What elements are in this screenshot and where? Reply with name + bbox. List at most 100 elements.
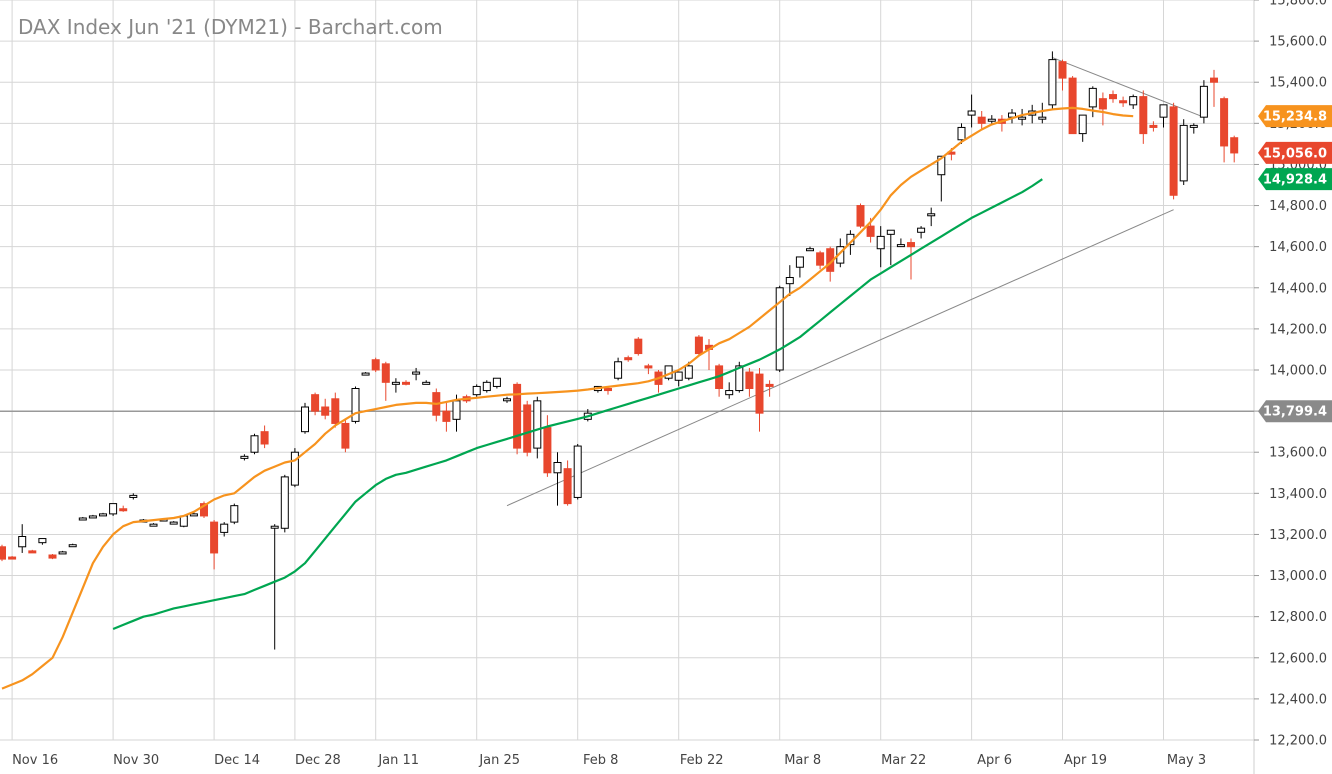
candle <box>755 367 764 432</box>
candle-body <box>452 400 461 420</box>
y-tick-label: 13,600.0 <box>1269 446 1327 461</box>
candle-body <box>472 385 481 396</box>
candle <box>634 337 643 356</box>
candle-body <box>735 365 744 392</box>
candle <box>563 460 572 506</box>
trendline <box>506 209 1174 507</box>
candle <box>997 115 1006 132</box>
candle-body <box>351 388 360 422</box>
candle <box>68 543 77 548</box>
chart-title: DAX Index Jun '21 (DYM21) - Barchart.com <box>18 15 443 39</box>
candle-body <box>513 383 522 449</box>
trendlines <box>506 57 1205 507</box>
candle <box>896 238 905 248</box>
sma-fast-line <box>1 106 1134 690</box>
y-tick-label: 12,600.0 <box>1269 651 1327 666</box>
candle <box>412 367 421 381</box>
candle <box>38 538 47 545</box>
candle-body <box>967 110 976 116</box>
candle-body <box>1098 98 1107 110</box>
candle <box>705 339 713 370</box>
candle <box>876 226 885 268</box>
candle-body <box>644 365 653 369</box>
candle <box>1018 108 1027 126</box>
x-tick-label: May 3 <box>1167 753 1206 768</box>
candle-body <box>886 229 895 235</box>
candle-body <box>1169 106 1178 196</box>
candle-body <box>775 287 784 371</box>
x-tick-label: Mar 22 <box>881 753 926 768</box>
x-tick-label: Feb 8 <box>583 753 618 768</box>
candle-body <box>1129 96 1138 106</box>
x-tick-label: Nov 30 <box>113 753 159 768</box>
candle <box>1129 94 1138 109</box>
candle <box>1179 119 1188 185</box>
candle <box>1098 92 1107 126</box>
candle-body <box>785 277 794 285</box>
candle-body <box>614 361 623 379</box>
sma-slow-line <box>112 178 1043 631</box>
candle <box>58 550 67 555</box>
candle-body <box>250 435 259 453</box>
candle-body <box>523 404 532 453</box>
candle-body <box>987 118 996 122</box>
candle <box>0 544 6 562</box>
y-tick-label: 13,400.0 <box>1269 487 1327 502</box>
price-tag-label: 15,234.8 <box>1263 110 1327 125</box>
candle-body <box>260 431 269 445</box>
candle <box>321 398 330 420</box>
candle-body <box>0 546 6 560</box>
candle <box>129 493 138 500</box>
candle <box>361 372 370 376</box>
candle-body <box>371 359 380 371</box>
candle <box>442 402 451 432</box>
candle <box>301 402 309 434</box>
candle-body <box>553 462 562 474</box>
candle-body <box>533 400 542 449</box>
candle-body <box>230 505 239 523</box>
price-tag-shape <box>1258 105 1332 128</box>
candle-body <box>88 515 97 519</box>
candle-body <box>78 517 87 521</box>
y-tick-label: 14,400.0 <box>1269 281 1327 296</box>
x-tick-label: Jan 25 <box>478 753 520 768</box>
candle <box>886 229 895 266</box>
candle-body <box>58 551 67 555</box>
candle-body <box>1189 124 1198 128</box>
candle-body <box>1199 85 1208 118</box>
candle <box>1199 80 1208 124</box>
price-tag: 15,056.0 <box>1258 141 1332 164</box>
candle-body <box>68 544 77 548</box>
candle <box>1189 123 1198 134</box>
candle-body <box>907 242 915 248</box>
candle <box>806 246 814 252</box>
candle-body <box>422 381 431 385</box>
candle-body <box>8 556 17 560</box>
candle-body <box>957 126 966 141</box>
candle <box>917 226 926 239</box>
price-tag-label: 14,928.4 <box>1263 173 1327 188</box>
candle-body <box>109 503 118 515</box>
candle <box>1078 114 1087 142</box>
candle-body <box>331 398 340 424</box>
y-tick-label: 12,400.0 <box>1269 692 1327 707</box>
candle <box>927 207 936 227</box>
y-tick-label: 15,400.0 <box>1269 76 1327 91</box>
candle-body <box>341 422 350 449</box>
grid <box>0 0 1255 774</box>
candle <box>210 520 219 570</box>
candle-body <box>816 252 825 266</box>
candle <box>341 419 350 453</box>
candle <box>1159 104 1168 128</box>
candle-body <box>28 550 37 554</box>
candle <box>1088 86 1097 118</box>
candle-body <box>563 468 572 505</box>
candle <box>725 382 734 399</box>
x-tick-label: Feb 22 <box>680 753 724 768</box>
candle <box>88 514 97 519</box>
y-tick-label: 13,200.0 <box>1269 528 1327 543</box>
candle-body <box>1078 114 1087 135</box>
candle-body <box>1220 98 1229 147</box>
candle-body <box>1058 61 1067 79</box>
candle <box>1210 69 1218 107</box>
